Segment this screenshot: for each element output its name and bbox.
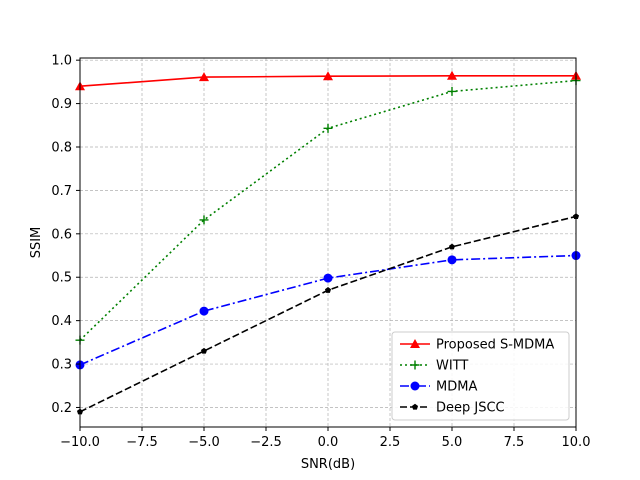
y-tick-label: 0.7 <box>51 184 72 199</box>
legend-label: MDMA <box>436 380 477 395</box>
y-tick-label: 0.2 <box>51 401 72 416</box>
y-tick-label: 0.9 <box>51 97 72 112</box>
x-tick-label: −2.5 <box>250 435 282 450</box>
data-point <box>323 273 333 283</box>
y-tick-label: 1.0 <box>51 54 72 69</box>
data-point <box>324 287 332 293</box>
axis-ticks: −10.0 −7.5 −5.0 −2.5 0.0 2.5 5.0 7.5 10.0 0.2 0.3 0… <box>51 54 590 450</box>
data-point <box>447 70 457 80</box>
data-point <box>447 255 457 265</box>
legend-label: Deep JSCC <box>436 401 505 416</box>
y-tick-label: 0.8 <box>51 140 72 155</box>
legend-marker <box>410 339 420 348</box>
legend-label: Proposed S-MDMA <box>436 338 554 353</box>
series-mdma <box>75 251 581 370</box>
x-tick-label: 0.0 <box>318 435 339 450</box>
y-tick-label: 0.5 <box>51 271 72 286</box>
x-tick-label: −7.5 <box>126 435 158 450</box>
legend-label: WITT <box>436 359 468 374</box>
data-point <box>323 71 333 81</box>
data-point <box>199 306 209 316</box>
x-tick-label: 5.0 <box>442 435 463 450</box>
legend-box <box>391 331 570 421</box>
legend-marker <box>411 403 419 410</box>
x-tick-label: 2.5 <box>380 435 401 450</box>
legend-marker <box>410 381 420 391</box>
series-layer <box>75 70 581 415</box>
x-tick-label: −10.0 <box>60 435 100 450</box>
data-point <box>323 123 333 133</box>
x-axis-title: SNR(dB) <box>301 457 355 472</box>
data-point <box>199 72 209 82</box>
legend-marker <box>410 360 420 370</box>
series-deep-jscc <box>76 213 580 415</box>
data-point <box>448 243 456 250</box>
data-point <box>447 86 457 96</box>
data-point <box>200 347 208 354</box>
y-tick-label: 0.4 <box>51 314 72 329</box>
y-tick-label: 0.6 <box>51 227 72 242</box>
legend: Proposed S-MDMA WITT MDMA Deep JSCC <box>391 331 570 421</box>
data-point <box>199 215 209 225</box>
x-tick-label: 10.0 <box>562 435 591 450</box>
y-axis-title: SSIM <box>29 227 44 259</box>
y-tick-label: 0.3 <box>51 358 72 373</box>
x-tick-label: 7.5 <box>504 435 525 450</box>
x-tick-label: −5.0 <box>188 435 220 450</box>
